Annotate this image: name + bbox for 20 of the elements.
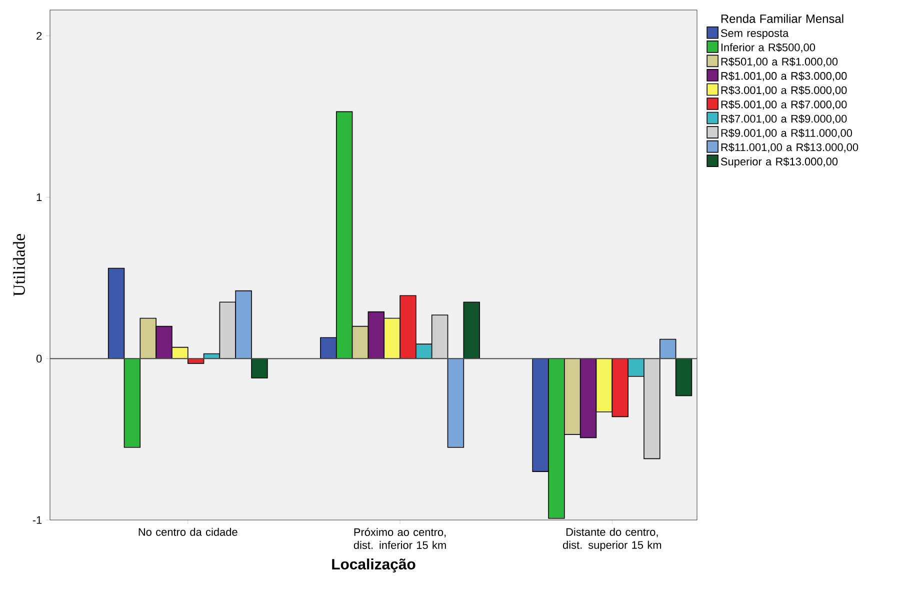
y-tick-label: -1	[32, 516, 42, 524]
x-tick-label: Distante do centro, dist. superior 15 km	[562, 528, 662, 552]
x-tick-label: No centro da cidade	[138, 528, 238, 536]
legend-label: R$3.001,00 a R$5.000,00	[721, 86, 847, 96]
legend-title: Renda Familiar Mensal	[721, 14, 844, 23]
legend-label: R$7.001,00 a R$9.000,00	[721, 114, 847, 124]
legend-label: Inferior a R$500,00	[721, 43, 816, 53]
legend-label: R$5.001,00 a R$7.000,00	[721, 100, 847, 110]
y-tick-label: 0	[36, 354, 42, 362]
legend-label: R$11.001,00 a R$13.000,00	[721, 142, 858, 152]
legend-label: R$1.001,00 a R$3.000,00	[721, 72, 847, 82]
x-tick-label: Próximo ao centro, dist. inferior 15 km	[354, 528, 446, 549]
y-tick-label: 2	[36, 32, 42, 40]
legend-label: Sem resposta	[720, 29, 789, 40]
legend-label: R$9.001,00 a R$11.000,00	[721, 128, 852, 138]
legend-label: R$501,00 a R$1.000,00	[721, 57, 838, 67]
legend-label: Superior a R$13.000,00	[720, 157, 838, 168]
y-axis-title: Utilidade	[12, 234, 25, 296]
x-axis-title: Localização	[332, 558, 416, 572]
y-tick-label: 1	[36, 193, 42, 201]
